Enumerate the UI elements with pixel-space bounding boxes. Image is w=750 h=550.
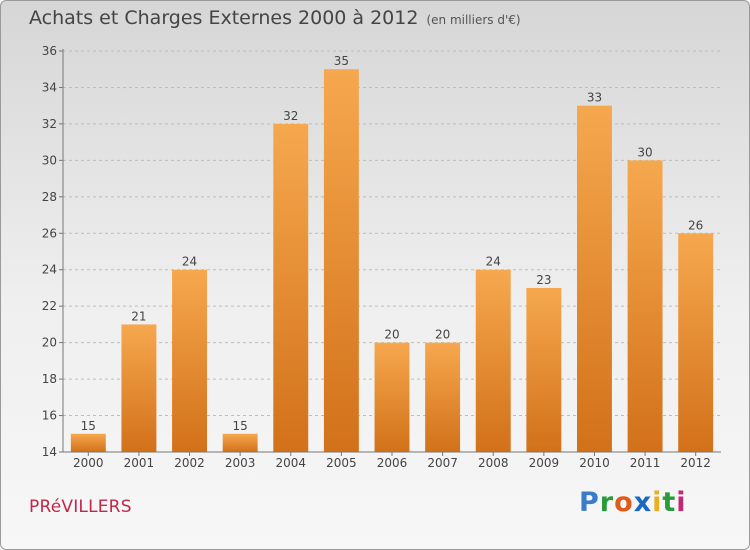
x-tick-label: 2009 bbox=[529, 456, 560, 470]
bar-value-label: 23 bbox=[536, 273, 551, 287]
x-tick-label: 2011 bbox=[630, 456, 661, 470]
y-tick-label: 34 bbox=[42, 80, 57, 94]
y-tick-label: 32 bbox=[42, 117, 57, 131]
bar-value-label: 26 bbox=[688, 218, 703, 232]
bar-2010 bbox=[576, 105, 612, 452]
y-tick-label: 30 bbox=[42, 153, 57, 167]
bar-2011 bbox=[627, 160, 663, 452]
y-tick-label: 16 bbox=[42, 409, 57, 423]
x-tick-label: 2008 bbox=[478, 456, 509, 470]
x-tick-label: 2000 bbox=[73, 456, 104, 470]
x-tick-label: 2012 bbox=[680, 456, 711, 470]
bars bbox=[70, 69, 714, 453]
bar-value-label: 20 bbox=[384, 328, 399, 342]
logo-letter: r bbox=[599, 487, 615, 518]
bar-2003 bbox=[222, 433, 258, 452]
commune-name: PRéVILLERS bbox=[29, 497, 132, 517]
bar-value-label: 24 bbox=[486, 255, 501, 269]
bar-2007 bbox=[425, 342, 461, 452]
bar-2002 bbox=[172, 269, 208, 452]
bar-2001 bbox=[121, 324, 157, 452]
y-tick-label: 22 bbox=[42, 299, 57, 313]
title-text: Achats et Charges Externes 2000 à 2012 bbox=[29, 7, 419, 29]
logo-letter: x bbox=[633, 487, 653, 518]
labels: 14 16 18 20 22 24 26 28 30 32 34 36 15 2000 21 2001 24 20… bbox=[42, 44, 711, 470]
y-tick-label: 18 bbox=[42, 372, 57, 386]
x-tick-label: 2004 bbox=[275, 456, 306, 470]
x-tick-label: 2006 bbox=[377, 456, 408, 470]
y-tick-label: 36 bbox=[42, 44, 57, 58]
bar-value-label: 30 bbox=[637, 145, 652, 159]
y-tick-label: 24 bbox=[42, 263, 57, 277]
y-tick-label: 20 bbox=[42, 336, 57, 350]
logo-letter: P bbox=[579, 487, 600, 518]
bar-value-label: 32 bbox=[283, 109, 298, 123]
axes bbox=[59, 49, 721, 456]
bar-2005 bbox=[323, 69, 359, 453]
x-tick-label: 2002 bbox=[174, 456, 205, 470]
logo-letter: o bbox=[614, 487, 634, 518]
chart-subtitle: (en milliers d'€) bbox=[426, 13, 521, 27]
y-tick-label: 28 bbox=[42, 190, 57, 204]
x-tick-label: 2007 bbox=[427, 456, 458, 470]
bar-value-label: 20 bbox=[435, 328, 450, 342]
y-tick-label: 26 bbox=[42, 226, 57, 240]
bar-value-label: 24 bbox=[182, 255, 197, 269]
bar-2009 bbox=[526, 287, 562, 452]
logo-letter: i bbox=[676, 487, 687, 518]
x-tick-label: 2003 bbox=[225, 456, 256, 470]
x-tick-label: 2001 bbox=[124, 456, 155, 470]
y-tick-label: 14 bbox=[42, 445, 57, 459]
bar-value-label: 15 bbox=[233, 419, 248, 433]
bar-2006 bbox=[374, 342, 410, 452]
bar-value-label: 21 bbox=[131, 309, 146, 323]
bar-value-label: 33 bbox=[587, 91, 602, 105]
logo-letter: i bbox=[652, 487, 663, 518]
bar-2000 bbox=[70, 433, 106, 452]
chart-title: Achats et Charges Externes 2000 à 2012 (e… bbox=[29, 7, 521, 29]
bar-2012 bbox=[678, 233, 714, 452]
proxiti-logo: Proxiti bbox=[579, 487, 687, 518]
bar-value-label: 35 bbox=[334, 54, 349, 68]
x-tick-label: 2005 bbox=[326, 456, 357, 470]
bar-2008 bbox=[475, 269, 511, 452]
x-tick-label: 2010 bbox=[579, 456, 610, 470]
bar-2004 bbox=[273, 123, 309, 452]
bar-value-label: 15 bbox=[81, 419, 96, 433]
logo-letter: t bbox=[662, 487, 677, 518]
